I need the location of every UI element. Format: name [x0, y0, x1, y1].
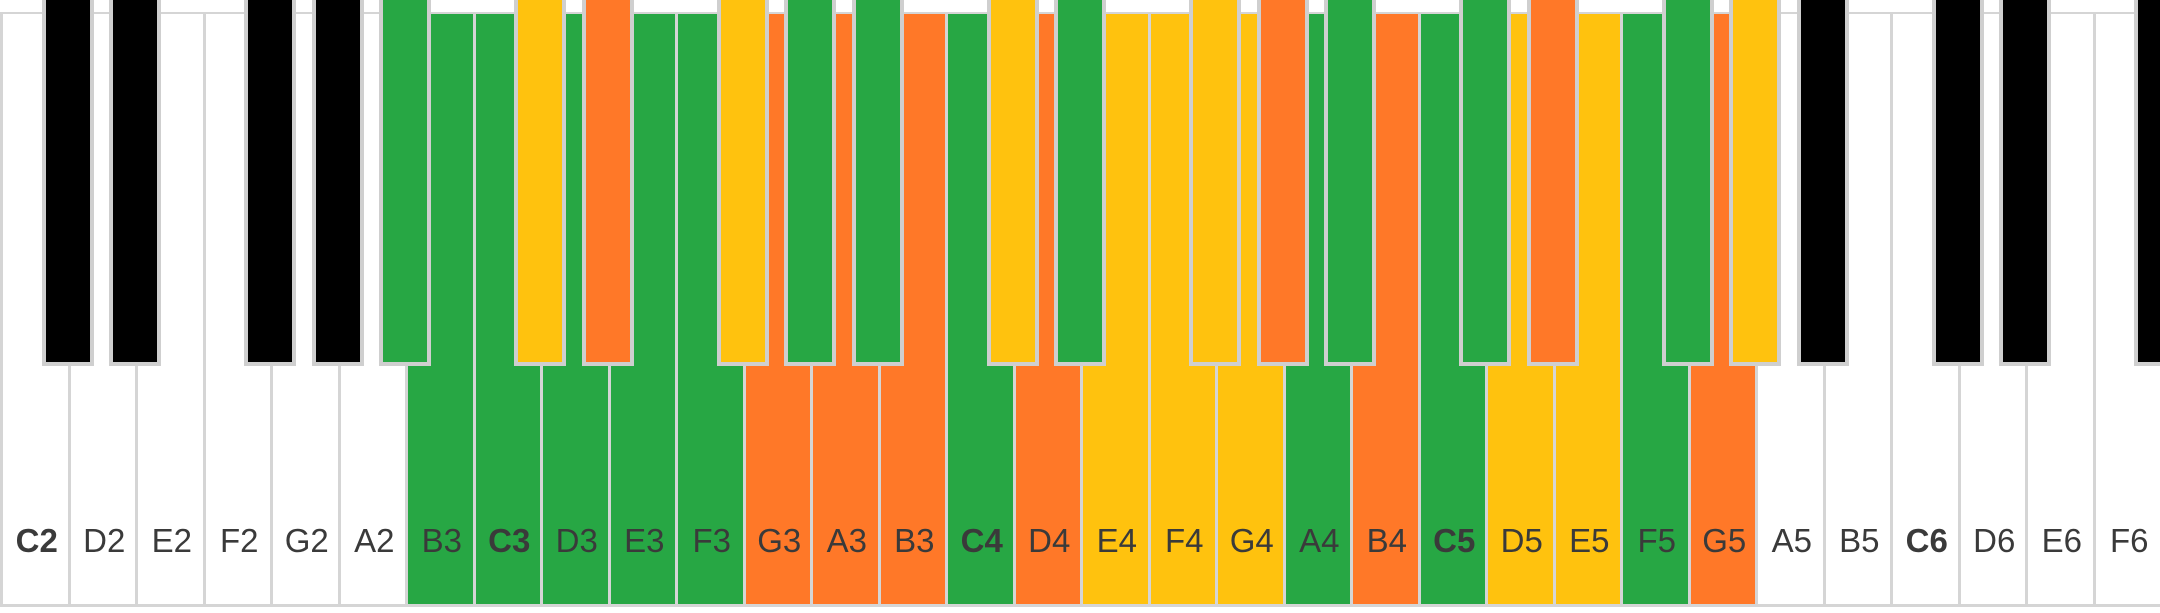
key-label: G2 [284, 522, 329, 559]
key-label: D6 [1973, 522, 2016, 559]
black-key[interactable] [784, 0, 836, 366]
black-key[interactable] [1999, 0, 2051, 366]
key-label: C2 [15, 522, 58, 559]
key-label: F4 [1164, 522, 1204, 559]
black-key[interactable] [514, 0, 566, 366]
key-label: E4 [1096, 522, 1137, 559]
key-label: A3 [826, 522, 867, 559]
black-key[interactable] [1661, 0, 1714, 366]
key-label: A5 [1771, 522, 1812, 559]
key-label: F5 [1637, 522, 1676, 559]
black-key[interactable] [1324, 0, 1376, 366]
key-label: G5 [1702, 522, 1747, 559]
key-label: B3 [894, 522, 935, 559]
black-key[interactable] [1459, 0, 1511, 366]
key-label: B4 [1366, 522, 1407, 559]
key-label: C4 [960, 522, 1003, 559]
key-label: C5 [1433, 522, 1476, 559]
key-label: B3 [421, 522, 462, 559]
key-label: D3 [555, 522, 598, 559]
key-label: A2 [354, 522, 395, 559]
key-label: E5 [1569, 522, 1610, 559]
key-label: C6 [1905, 522, 1948, 559]
key-label: D2 [83, 522, 126, 559]
black-key[interactable] [1931, 0, 1984, 366]
key-label: D5 [1500, 522, 1543, 559]
key-label: F6 [2109, 522, 2149, 559]
black-key[interactable] [1796, 0, 1849, 366]
black-key[interactable] [1189, 0, 1241, 366]
black-key[interactable] [1526, 0, 1579, 366]
black-key[interactable] [2134, 0, 2160, 366]
key-label: G3 [757, 522, 802, 559]
black-key[interactable] [581, 0, 634, 366]
black-key[interactable] [379, 0, 431, 366]
black-key[interactable] [851, 0, 904, 366]
key-label: B5 [1839, 522, 1880, 559]
key-label: E6 [2041, 522, 2082, 559]
key-label: C3 [488, 522, 531, 559]
key-label: F2 [219, 522, 259, 559]
black-key[interactable] [109, 0, 161, 366]
black-key[interactable] [41, 0, 94, 366]
key-label: E2 [151, 522, 192, 559]
black-key[interactable] [986, 0, 1039, 366]
black-key[interactable] [1054, 0, 1106, 366]
black-key[interactable] [311, 0, 364, 366]
black-key[interactable] [1256, 0, 1309, 366]
key-label: F3 [692, 522, 731, 559]
key-label: A4 [1299, 522, 1340, 559]
black-key[interactable] [716, 0, 769, 366]
black-key[interactable] [1729, 0, 1781, 366]
key-label: D4 [1028, 522, 1071, 559]
black-key[interactable] [244, 0, 296, 366]
key-label: G4 [1229, 522, 1274, 559]
key-label: E3 [624, 522, 665, 559]
